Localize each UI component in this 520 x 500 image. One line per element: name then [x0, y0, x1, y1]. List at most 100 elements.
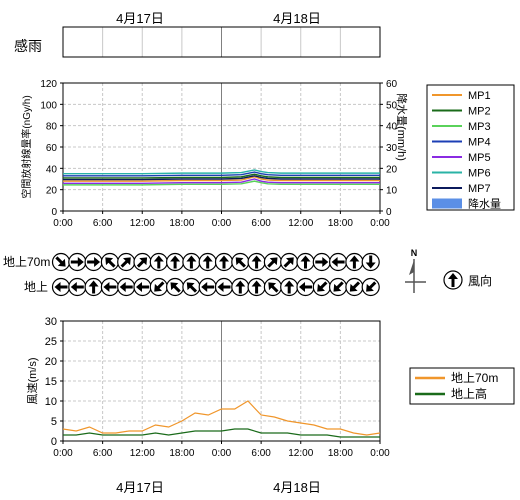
wind-legend-label: 風向	[468, 273, 492, 288]
wind-arrow-row1-6	[149, 252, 168, 272]
wind-arrow-row1-0	[51, 252, 71, 272]
wind-arrow-row2-3	[100, 277, 120, 297]
wind-arrow-row2-8	[182, 277, 201, 297]
date-label-bottom-apr18: 4月18日	[273, 480, 321, 495]
dose-rate-legend: MP1 MP2 MP3 MP4 MP5 MP6 MP7 降水量	[426, 84, 515, 211]
dose-ytick-label: 60	[46, 143, 58, 154]
wind-arrow-row1-7	[166, 252, 185, 272]
wind-arrow-glyph	[170, 282, 181, 293]
dose-ytick-label: 80	[46, 122, 58, 133]
wind-arrow-glyph	[235, 257, 246, 268]
wind-arrow-glyph	[55, 256, 66, 267]
dose-xtick-label: 0:00	[370, 218, 390, 229]
wind-arrow-glyph	[70, 282, 84, 292]
wind-arrow-glyph	[87, 257, 101, 267]
wind-arrow-glyph	[349, 281, 361, 292]
wind-arrow-row2-13	[263, 277, 282, 297]
dose-y2tick-label: 60	[386, 79, 398, 90]
wind-ytick-label: 5	[51, 416, 57, 428]
dose-y2tick-label: 40	[386, 122, 398, 133]
dose-series-line-mp5	[63, 178, 380, 184]
compass-arrow-head	[409, 260, 414, 275]
wind-arrow-row1-3	[100, 252, 120, 272]
date-label-bottom-apr17: 4月17日	[116, 480, 164, 495]
wind-series-line-0	[62, 400, 381, 436]
date-label-top-apr17: 4月17日	[116, 11, 164, 26]
wind-arrow-row1-9	[198, 252, 217, 272]
wind-arrow-glyph	[317, 281, 328, 292]
dose-series-line-mp4	[63, 171, 380, 177]
dose-xtick-label: 0:00	[212, 218, 232, 229]
wind-arrow-row2-2	[84, 277, 103, 297]
wind-ylabel: 風速(m/s)	[26, 357, 39, 404]
wind-arrow-glyph	[170, 255, 181, 269]
wind-arrow-row2-12	[247, 277, 266, 297]
dose-y2tick-label: 30	[386, 143, 398, 154]
wind-xtick-label: 6:00	[93, 448, 113, 459]
wind-speed-chart: 0 5 10 15 20 25 30 0:00 6:00 12:00 18:00 0:00 6:00 12…	[26, 316, 390, 459]
wind-arrow-glyph	[283, 257, 294, 268]
wind-arrow-row1-11	[231, 252, 250, 272]
wind-arrow-glyph	[153, 255, 164, 269]
dose-series-line-mp7	[63, 175, 380, 181]
rain-sense-label: 感雨	[14, 38, 42, 54]
wind-arrow-row1-14	[280, 252, 299, 272]
wind-ytick-label: 15	[45, 376, 57, 388]
wind-arrow-glyph	[88, 280, 99, 294]
wind-arrow-glyph	[300, 255, 311, 269]
wind-arrow-glyph	[251, 280, 262, 294]
wind-arrow-glyph	[331, 257, 345, 267]
wind-legend-label-0: 地上70m	[451, 371, 498, 385]
wind-arrow-glyph	[202, 255, 213, 269]
dose-y2tick-label: 50	[386, 100, 398, 111]
wind-arrow-glyph	[299, 282, 312, 292]
wind-arrow-row2-6	[149, 277, 168, 297]
wind-arrow-row1-12	[247, 252, 266, 272]
wind-row-label-70m: 地上70m	[3, 255, 50, 269]
wind-arrow-row1-15	[296, 252, 315, 272]
dose-xtick-label: 6:00	[251, 218, 271, 229]
dose-xtick-label: 12:00	[130, 218, 155, 229]
wind-arrow-row2-11	[231, 277, 250, 297]
dose-ytick-label: 120	[40, 79, 57, 90]
wind-arrow-row1-17	[329, 252, 348, 272]
wind-arrow-glyph	[154, 281, 165, 292]
north-compass: N	[405, 248, 426, 293]
wind-arrow-row2-5	[133, 277, 152, 297]
date-label-top-apr18: 4月18日	[273, 11, 321, 26]
wind-ytick-label: 30	[45, 316, 57, 328]
wind-arrow-glyph	[251, 255, 262, 269]
wind-row-label-ground: 地上	[24, 280, 48, 294]
wind-xtick-label: 18:00	[169, 448, 194, 459]
wind-ytick-label: 20	[45, 356, 57, 368]
wind-arrow-row2-1	[68, 277, 87, 297]
dose-y2label: 降水量(mm/h)	[395, 93, 409, 161]
wind-arrow-glyph	[120, 257, 131, 268]
wind-direction-panel: 地上70m 地上	[3, 252, 380, 297]
dose-legend-label-mp5: MP5	[468, 152, 491, 164]
wind-arrow-glyph	[105, 257, 116, 268]
dose-series-line-mp3	[63, 180, 380, 186]
wind-ytick-label: 10	[45, 396, 57, 408]
wind-arrow-glyph	[315, 257, 329, 267]
rain-panel-frame	[62, 26, 381, 58]
wind-arrow-glyph	[217, 282, 231, 292]
precip-legend-swatch	[432, 198, 462, 209]
dose-xtick-label: 18:00	[169, 218, 194, 229]
wind-xtick-label: 12:00	[288, 448, 313, 459]
wind-arrow-glyph	[186, 255, 197, 269]
dose-ylabel: 空間放射線量率(nGy/h)	[20, 95, 33, 198]
wind-arrow-row1-13	[263, 252, 282, 272]
wind-ytick-label: 0	[51, 436, 57, 448]
dose-legend-label-mp4: MP4	[468, 137, 491, 149]
wind-arrow-row1-2	[84, 252, 103, 272]
wind-arrow-row2-18	[345, 277, 364, 297]
wind-legend-arrow-glyph	[448, 273, 458, 287]
dose-xtick-label: 12:00	[288, 218, 313, 229]
compass-north-label: N	[411, 248, 418, 258]
wind-arrow-glyph	[103, 282, 117, 292]
dose-ytick-label: 20	[46, 186, 58, 197]
wind-arrow-glyph	[267, 257, 278, 268]
